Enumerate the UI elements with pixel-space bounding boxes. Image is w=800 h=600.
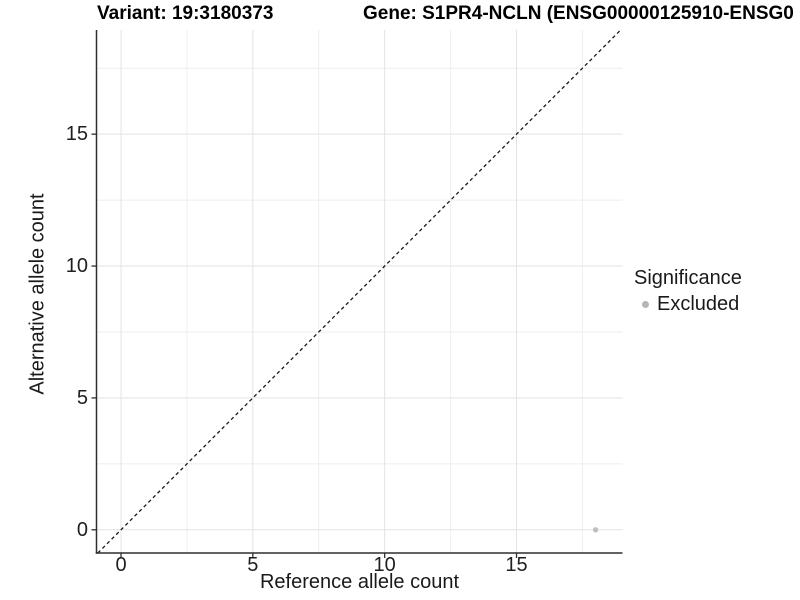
x-tick-label: 5 — [247, 554, 259, 576]
y-axis-title: Alternative allele count — [26, 193, 49, 395]
identity-line — [97, 29, 622, 554]
y-tick-label: 15 — [65, 123, 88, 146]
legend-item-label: Excluded — [657, 293, 740, 315]
x-tick-label: 0 — [115, 554, 127, 576]
legend-item-excluded: Excluded — [634, 292, 742, 316]
x-axis-title: Reference allele count — [259, 571, 459, 593]
x-tick-label: 15 — [505, 554, 528, 576]
excluded-point-icon — [642, 300, 649, 308]
y-tick-label: 10 — [65, 255, 88, 278]
gene-title: Gene: S1PR4-NCLN (ENSG00000125910-ENSG0 — [363, 3, 794, 24]
x-tick-label: 10 — [373, 554, 396, 576]
y-tick-label: 5 — [76, 386, 88, 409]
variant-title: Variant: 19:3180373 — [97, 3, 274, 24]
y-tick-label: 0 — [76, 518, 88, 541]
legend: Significance Excluded — [634, 266, 742, 316]
data-point — [592, 527, 599, 533]
legend-title: Significance — [634, 267, 742, 289]
